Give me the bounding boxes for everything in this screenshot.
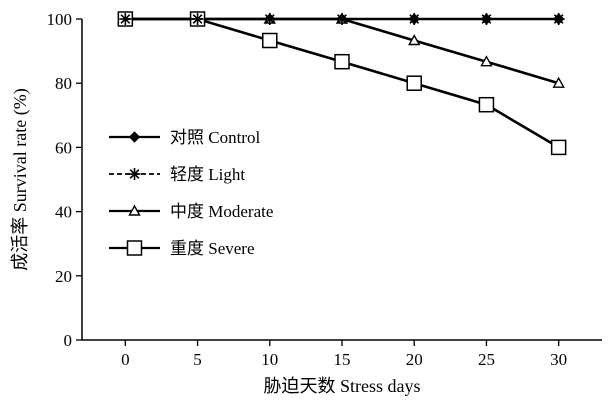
legend-item: 中度 Moderate xyxy=(109,202,273,221)
y-axis-label: 成活率 Survival rate (%) xyxy=(10,88,31,270)
legend-marker xyxy=(128,204,141,216)
x-tick-label: 5 xyxy=(193,350,202,369)
data-point xyxy=(191,13,204,25)
legend: 对照 Control 轻度 Light 中度 Moderate 重度 Severe xyxy=(109,128,273,258)
data-point xyxy=(480,13,493,25)
legend-item: 对照 Control xyxy=(109,128,260,147)
y-tick-label: 60 xyxy=(55,138,72,157)
data-point xyxy=(336,13,348,25)
legend-marker xyxy=(126,240,143,256)
series-layer xyxy=(117,11,567,156)
data-point xyxy=(334,53,350,70)
data-point xyxy=(262,32,278,49)
series-2 xyxy=(119,13,565,25)
axes: 0 5 10 15 20 25 30 0 20 40 60 80 100 xyxy=(47,10,602,369)
legend-label: 轻度 Light xyxy=(170,165,245,184)
x-tick-label: 20 xyxy=(406,350,423,369)
legend-label: 重度 Severe xyxy=(170,239,255,258)
y-tick-label: 20 xyxy=(55,267,72,286)
x-tick-label: 0 xyxy=(121,350,130,369)
data-point xyxy=(480,55,493,67)
y-tick-label: 100 xyxy=(47,10,73,29)
legend-item: 轻度 Light xyxy=(109,165,245,184)
legend-marker xyxy=(128,168,141,180)
legend-label: 对照 Control xyxy=(170,128,260,147)
data-point xyxy=(552,76,565,88)
series-line xyxy=(125,17,560,85)
data-point xyxy=(408,34,421,46)
data-point xyxy=(552,13,565,25)
data-point xyxy=(408,13,421,25)
legend-item: 重度 Severe xyxy=(109,239,255,258)
x-tick-label: 25 xyxy=(478,350,495,369)
legend-marker xyxy=(128,131,141,143)
data-point xyxy=(406,75,422,91)
y-tick-label: 0 xyxy=(64,331,73,350)
x-tick-label: 15 xyxy=(334,350,351,369)
x-tick-label: 10 xyxy=(261,350,278,369)
y-tick-label: 80 xyxy=(55,74,72,93)
data-point xyxy=(478,96,495,113)
legend-label: 中度 Moderate xyxy=(170,202,273,221)
x-tick-label: 30 xyxy=(550,350,567,369)
y-tick-label: 40 xyxy=(55,203,72,222)
data-point xyxy=(119,13,132,25)
data-point xyxy=(263,13,276,25)
data-point xyxy=(550,139,567,156)
x-axis-label: 胁迫天数 Stress days xyxy=(264,376,421,396)
